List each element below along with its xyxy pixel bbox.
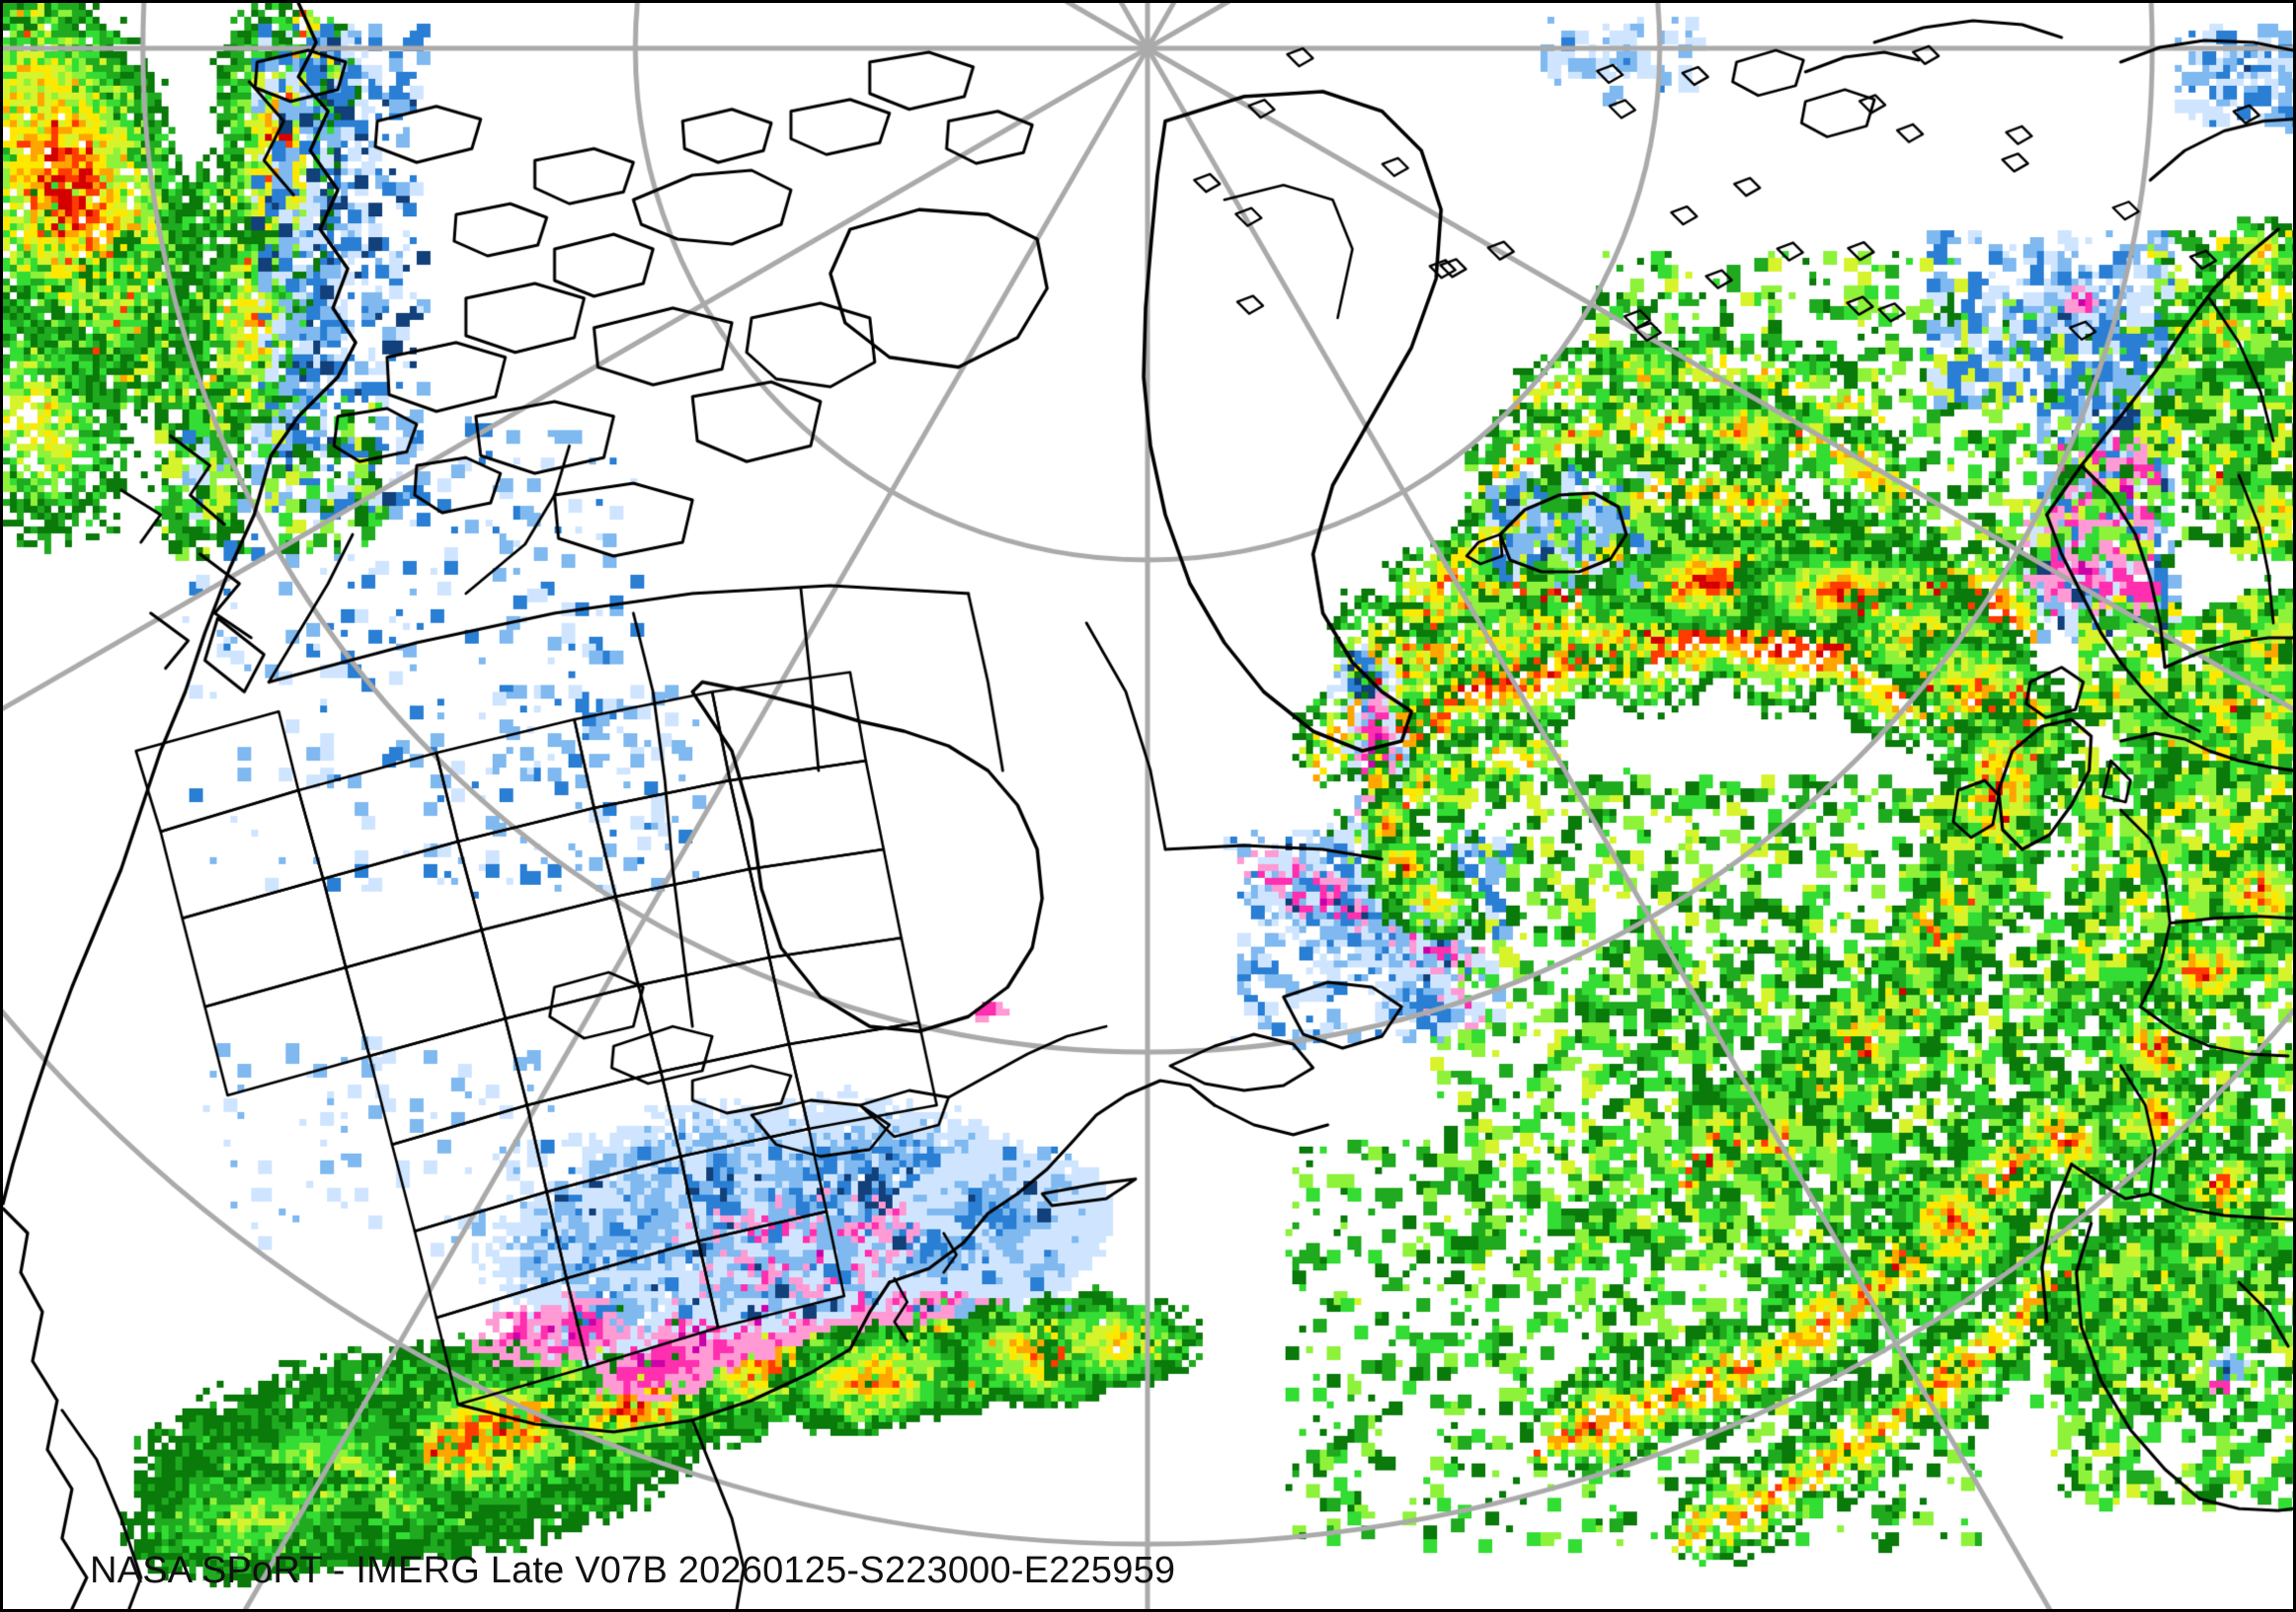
precipitation-map-canvas bbox=[3, 3, 2293, 1609]
